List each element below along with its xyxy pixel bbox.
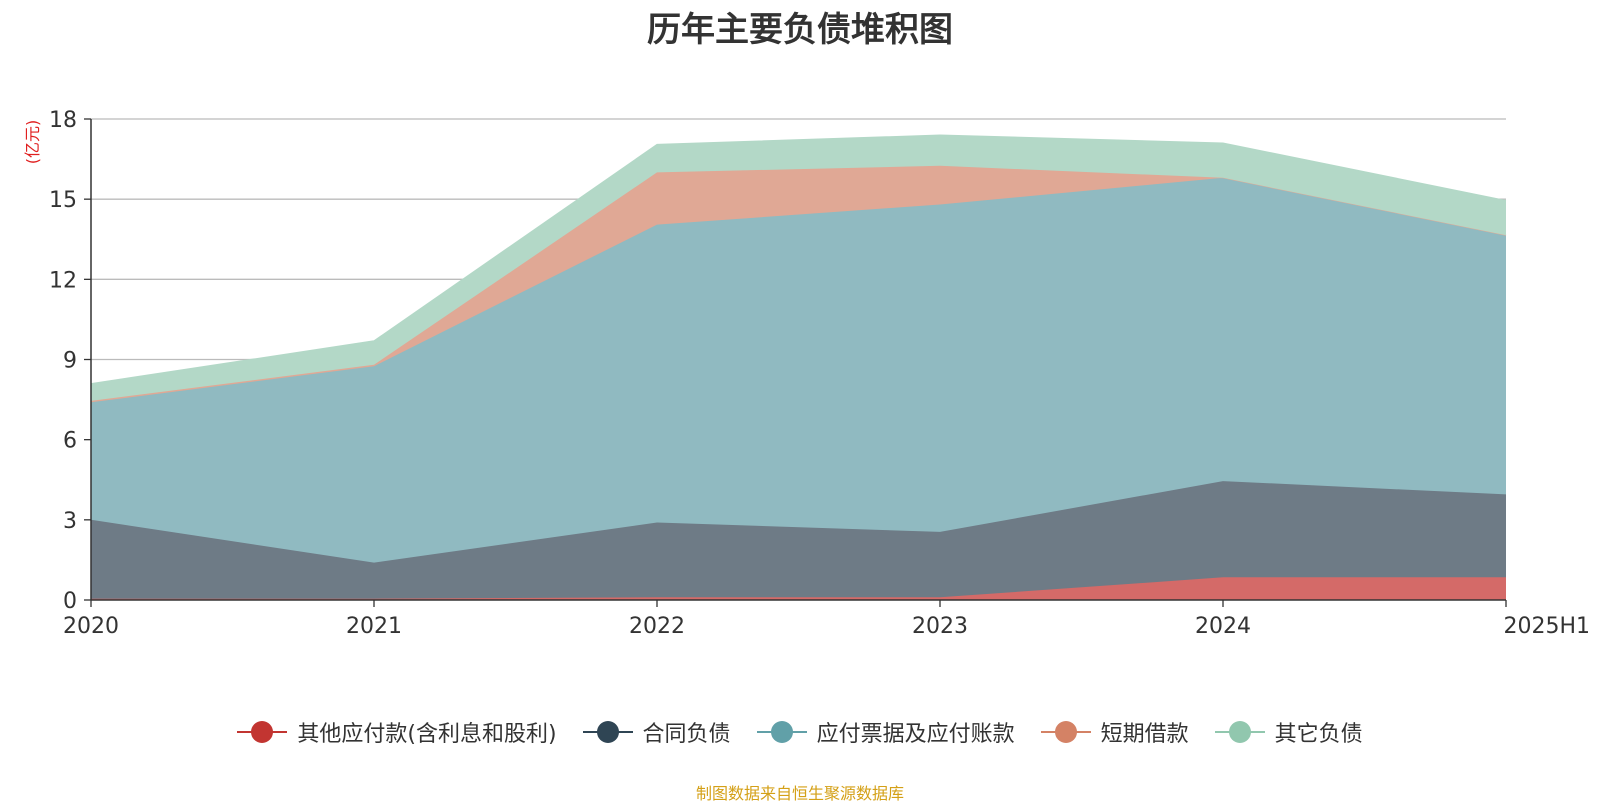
legend-marker-icon [1214,720,1265,744]
area-series-3 [91,177,1506,563]
y-tick-label: 9 [63,349,77,374]
y-tick-label: 3 [63,509,77,534]
y-tick-label: 15 [49,188,77,213]
x-tick-label: 2020 [63,614,119,639]
legend-label: 合同负债 [642,722,731,747]
legend-marker-icon [1040,720,1091,744]
legend-item-3[interactable]: 应付票据及应付账款 [756,716,1015,748]
chart-title: 历年主要负债堆积图 [647,10,953,50]
legend-label: 其他应付款(含利息和股利) [297,722,557,747]
y-tick-label: 0 [63,589,77,614]
y-tick-label: 18 [49,108,77,133]
legend-item-5[interactable]: 其它负债 [1214,716,1363,748]
x-tick-label: 2021 [346,614,402,639]
legend-label: 应付票据及应付账款 [816,722,1015,747]
area-series-5-edge [90,134,1507,385]
axis-layer: 0 3 6 9 12 15 18 2020 2021 2022 2023 2024 2025H1 [49,108,1590,639]
area-series-4 [91,165,1506,403]
legend-item-4[interactable]: 短期借款 [1040,716,1189,748]
area-series-4-edge [90,165,1507,402]
y-axis-unit-label: (亿元) [23,120,42,165]
x-tick-label: 2022 [629,614,685,639]
x-tick-label: 2023 [912,614,968,639]
stacked-area-chart: 0 3 6 9 12 15 18 2020 2021 2022 2023 2024 2025H1 (亿元… [23,108,1590,639]
area-layer [90,134,1507,600]
legend-marker-icon [756,720,807,744]
x-tick-label: 2025H1 [1503,614,1590,639]
area-series-2 [91,481,1506,599]
area-series-1 [91,577,1506,600]
y-tick-label: 6 [63,429,77,454]
legend-label: 短期借款 [1100,722,1189,747]
legend-marker-icon [582,720,633,744]
legend-item-2[interactable]: 合同负债 [582,716,731,748]
legend-label: 其它负债 [1274,722,1363,747]
source-note: 制图数据来自恒生聚源数据库 [695,784,904,803]
legend: 其他应付款(含利息和股利) 合同负债 应付票据及应付账款 短期借款 其它负债 [0,716,1600,748]
area-series-5 [91,135,1506,401]
legend-item-1[interactable]: 其他应付款(含利息和股利) [237,716,557,748]
x-tick-label: 2024 [1195,614,1251,639]
legend-marker-icon [237,720,288,744]
y-tick-label: 12 [49,268,77,293]
